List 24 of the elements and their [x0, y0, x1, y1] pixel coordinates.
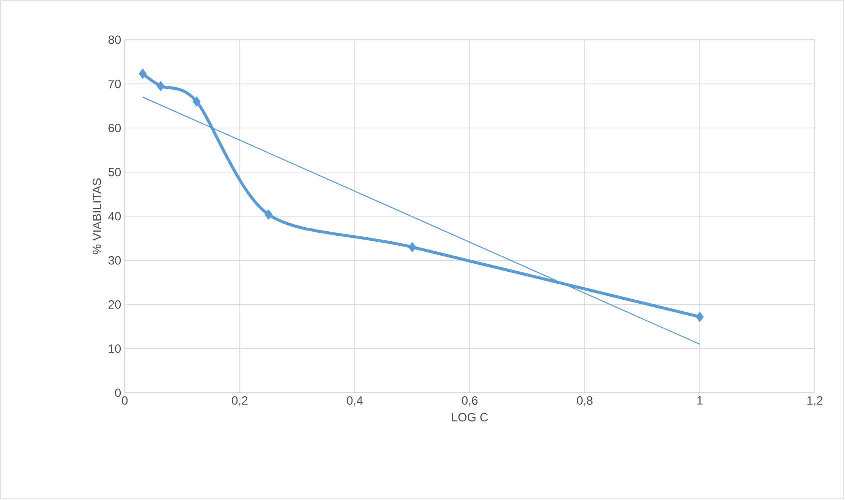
x-tick-label: 1 — [698, 396, 703, 405]
y-tick-label: 40 — [108, 212, 122, 221]
point — [156, 81, 165, 92]
y-tick-label: 60 — [108, 124, 122, 132]
x-tick-label: 0 — [122, 396, 128, 405]
y-tick-label: 10 — [109, 344, 122, 354]
x-tick-label: 0,8 — [577, 396, 593, 406]
x-axis-title: LOG C — [452, 413, 488, 422]
x-tick-label: 1,2 — [808, 396, 823, 406]
x-tick-label: 0,4 — [347, 396, 363, 406]
y-tick-label: 80 — [108, 36, 122, 44]
y-tick-label: 50 — [108, 168, 122, 177]
x-tick-label: 0,2 — [232, 396, 248, 406]
y-tick-label: 0 — [115, 388, 122, 398]
y-tick-label: 20 — [108, 300, 122, 309]
point — [138, 68, 147, 80]
point — [192, 96, 201, 108]
point — [264, 210, 273, 220]
y-tick-label: 70 — [108, 80, 122, 88]
point — [696, 312, 704, 322]
y-axis-title: % VIABILITAS — [92, 178, 102, 254]
point — [408, 242, 416, 253]
x-tick-label: 0,6 — [462, 396, 478, 406]
y-tick-label: 30 — [108, 256, 122, 265]
